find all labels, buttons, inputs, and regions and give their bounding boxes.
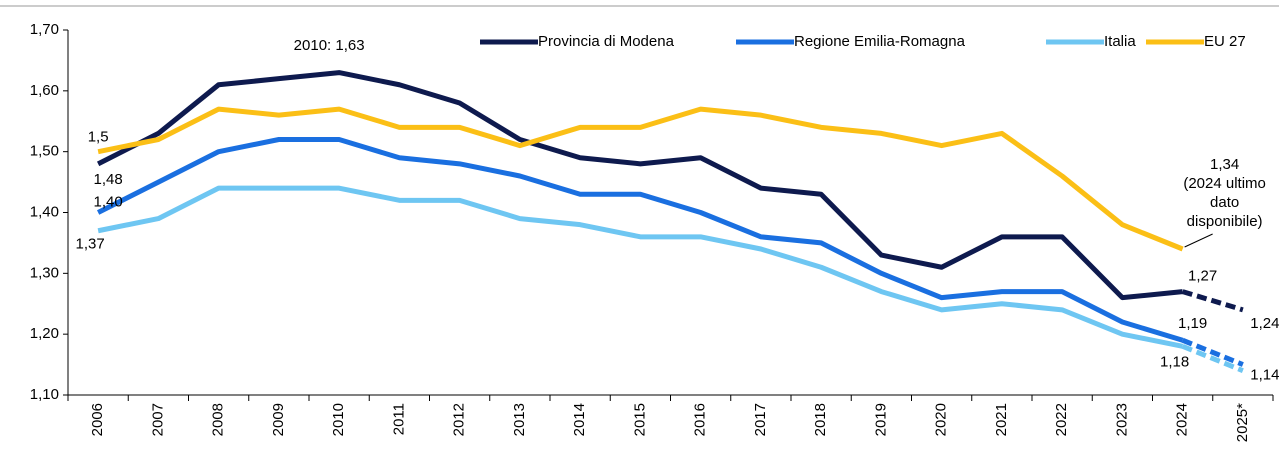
x-tick-label: 2008: [210, 403, 227, 436]
legend-label: EU 27: [1204, 33, 1246, 50]
x-tick-label: 2021: [993, 403, 1010, 436]
y-tick-label: 1,40: [30, 203, 59, 220]
y-tick-label: 1,60: [30, 82, 59, 99]
x-tick-label: 2012: [451, 403, 468, 436]
x-tick-label: 2015: [631, 403, 648, 436]
x-tick-label: 2019: [872, 403, 889, 436]
series-line: [97, 185, 1184, 349]
data-label: 1,24: [1250, 315, 1279, 332]
x-tick-label: 2011: [390, 403, 407, 435]
data-label: 1,5: [88, 129, 109, 146]
x-tick-label: 2014: [571, 403, 588, 436]
data-label: 1,34: [1210, 156, 1239, 173]
x-tick-label: 2018: [812, 403, 829, 436]
x-tick-label: 2023: [1113, 403, 1130, 436]
legend-label: Regione Emilia-Romagna: [794, 33, 966, 50]
y-tick-label: 1,30: [30, 264, 59, 281]
x-tick-label: 2007: [149, 403, 166, 436]
leader-line: [1184, 233, 1213, 248]
series-line: [97, 106, 1184, 252]
series-line-estimate: [1181, 337, 1244, 367]
annotation: disponibile): [1187, 213, 1263, 230]
data-label: 1,14: [1250, 367, 1279, 384]
x-tick-label: 2006: [89, 403, 106, 436]
data-label: 1,40: [94, 193, 123, 210]
data-label: 1,19: [1178, 315, 1207, 332]
series-line: [96, 70, 1183, 301]
series-line: [96, 137, 1184, 343]
data-label: 1,48: [94, 171, 123, 188]
annotation: 2010: 1,63: [294, 37, 365, 54]
legend-label: Italia: [1104, 33, 1136, 50]
annotation: dato: [1210, 194, 1239, 211]
legend-label: Provincia di Modena: [538, 33, 675, 50]
y-tick-label: 1,50: [30, 143, 59, 160]
series-line-estimate: [1181, 344, 1244, 373]
x-tick-label: 2010: [330, 403, 347, 436]
data-label: 1,37: [76, 236, 105, 253]
y-tick-label: 1,20: [30, 325, 59, 342]
x-tick-label: 2009: [270, 403, 287, 436]
x-tick-label: 2025*: [1234, 403, 1251, 442]
x-tick-label: 2022: [1053, 403, 1070, 436]
series-line-estimate: [1181, 289, 1244, 313]
annotation: (2024 ultimo: [1183, 175, 1266, 192]
data-label: 1,18: [1160, 353, 1189, 370]
x-tick-label: 2016: [692, 403, 709, 436]
x-tick-label: 2017: [752, 403, 769, 436]
x-tick-label: 2020: [933, 403, 950, 436]
y-tick-label: 1,10: [30, 386, 59, 403]
x-tick-label: 2024: [1174, 403, 1191, 436]
data-label: 1,27: [1188, 268, 1217, 285]
y-tick-label: 1,70: [30, 21, 59, 38]
x-tick-label: 2013: [511, 403, 528, 436]
